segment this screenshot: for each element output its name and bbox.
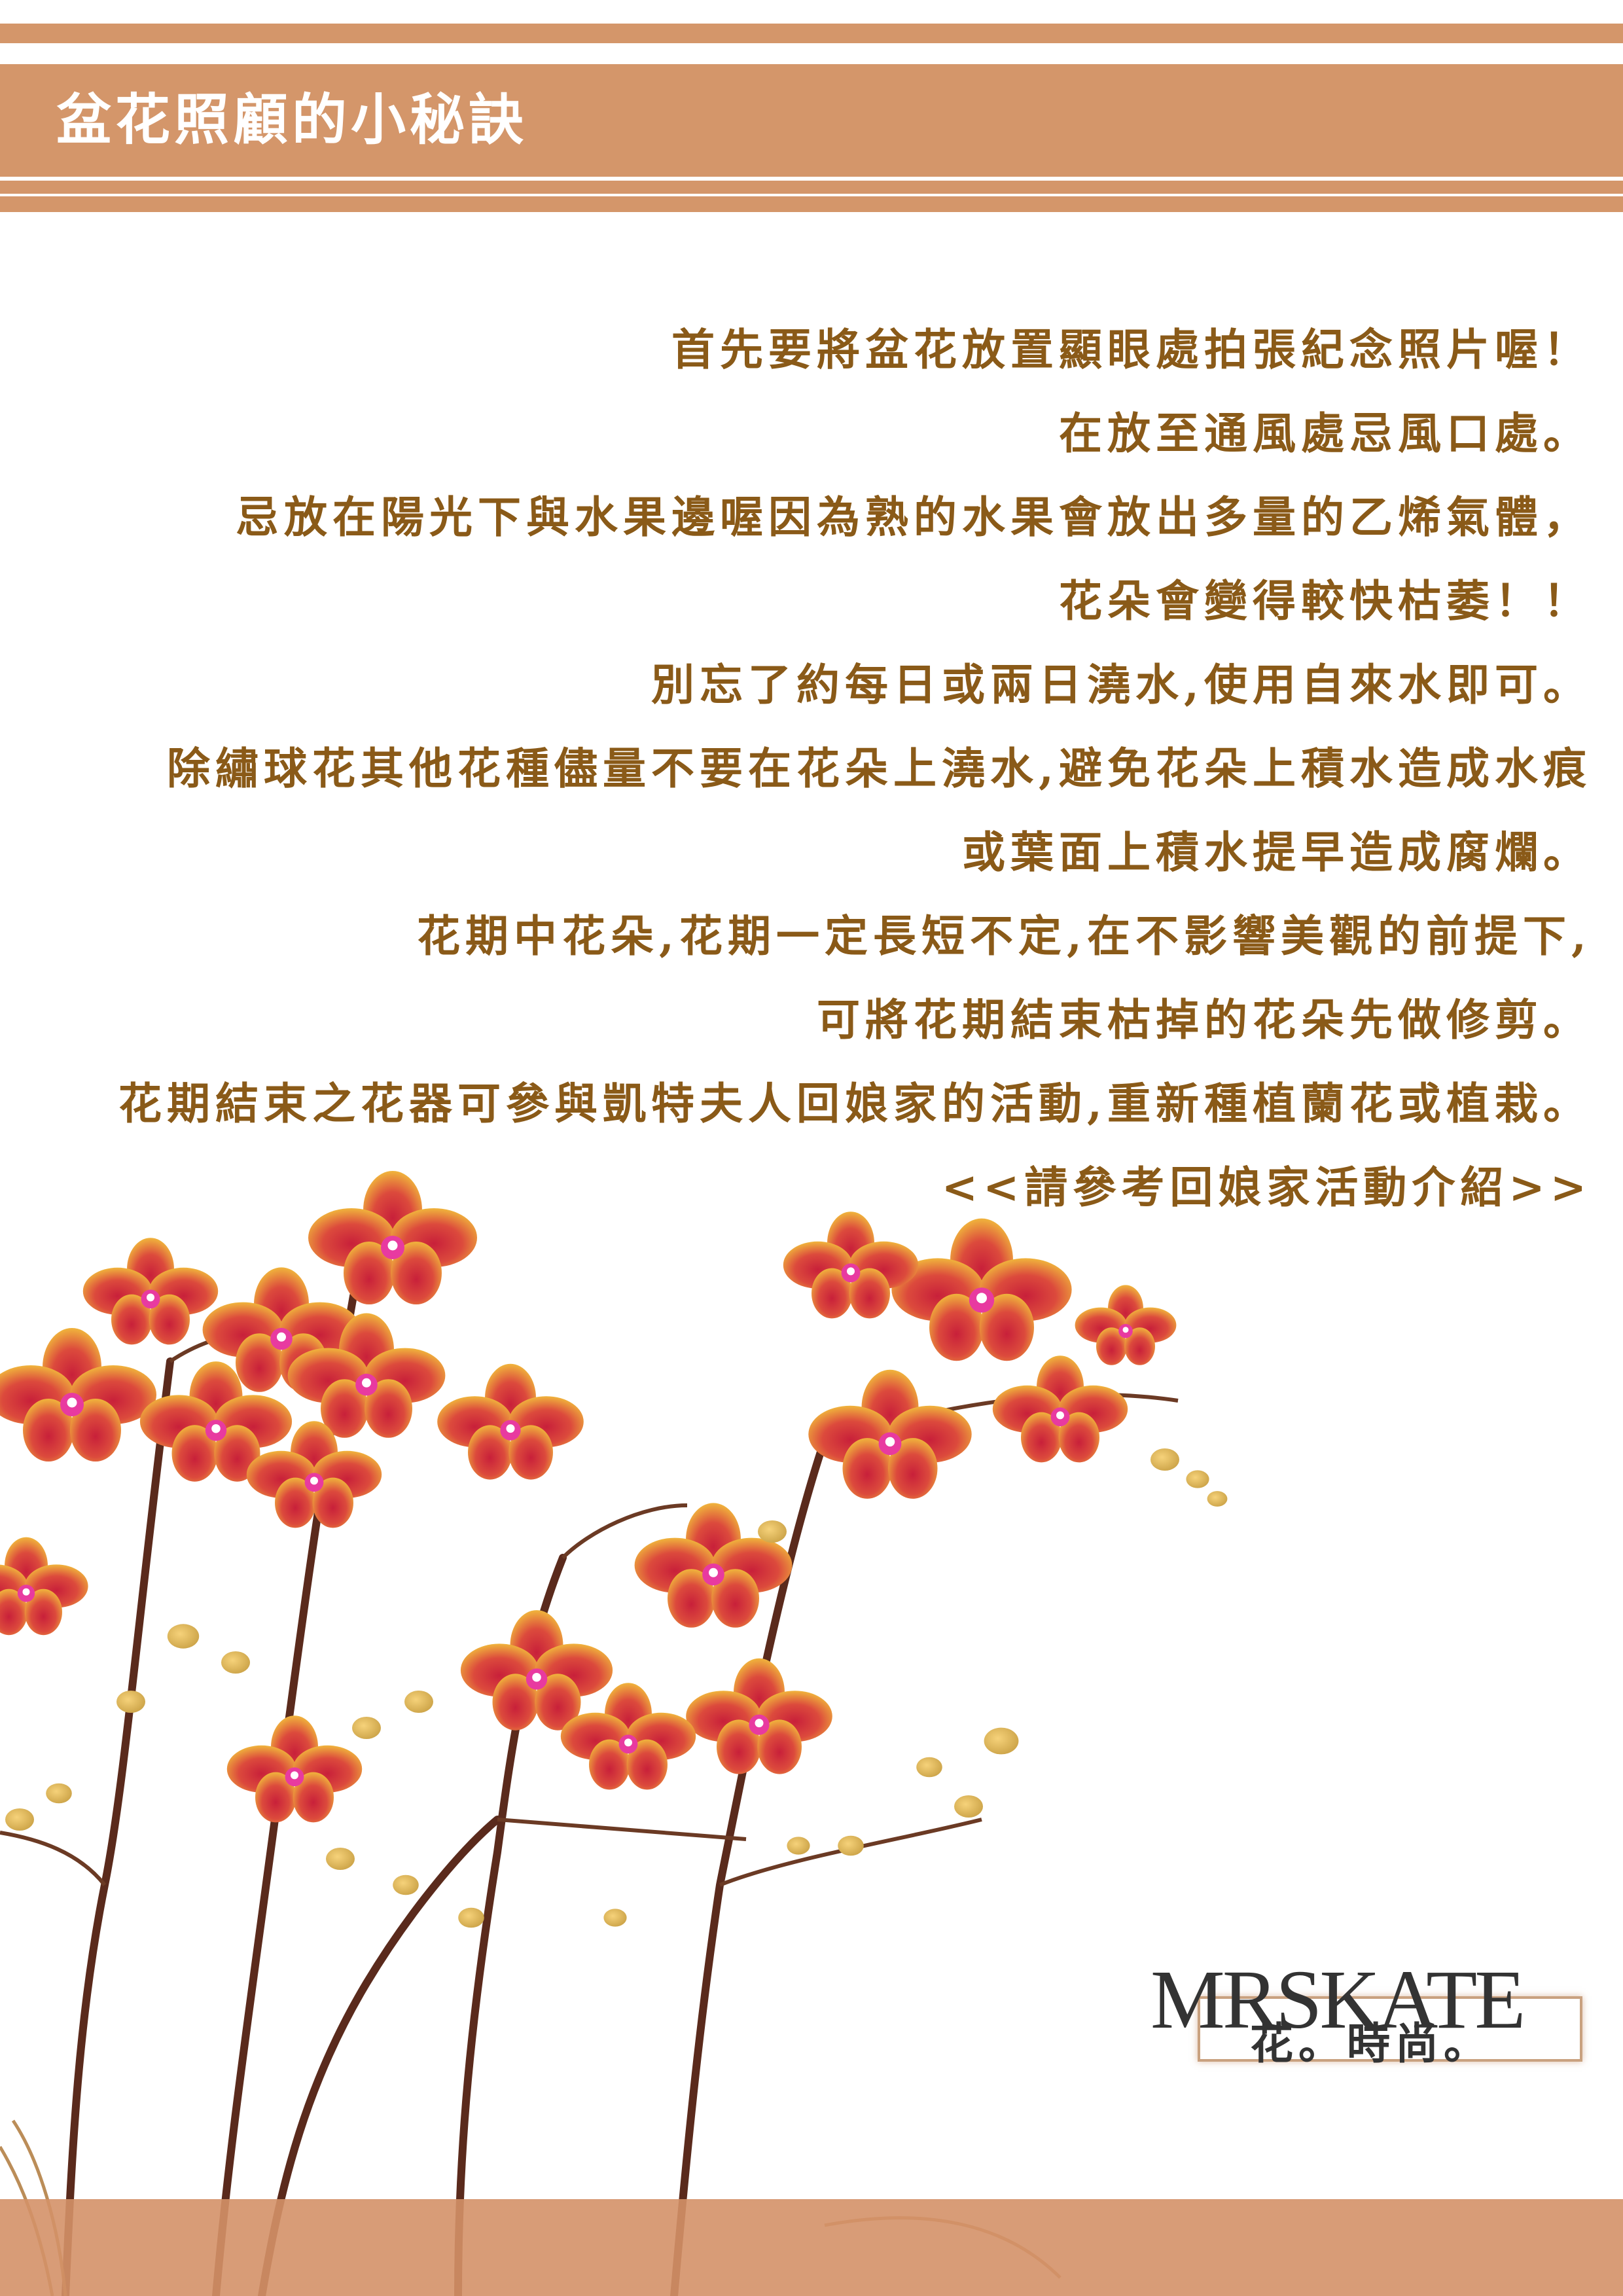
orchid-photo [0,1171,1228,2296]
tip-line: 花期中花朵,花期一定長短不定,在不影響美觀的前提下, [417,910,1592,961]
logo-frame [1198,1996,1582,2062]
footer-band [0,2199,1623,2296]
tip-line: 可將花期結束枯掉的花朵先做修剪。 [817,994,1592,1045]
reference-link[interactable]: <<請參考回娘家活動介紹>> [941,1162,1592,1213]
orchid-flowers [0,1171,1177,1823]
top-stripe [0,24,1623,43]
header-band [0,64,1623,177]
tip-line: 在放至通風處忌風口處。 [1059,408,1592,459]
tip-line: 花期結束之花器可參與凱特夫人回娘家的活動,重新種植蘭花或植栽。 [118,1078,1592,1129]
header-stripe-upper [0,181,1623,194]
tip-line: 忌放在陽光下與水果邊喔因為熟的水果會放出多量的乙烯氣體， [236,492,1592,543]
page-title: 盆花照顧的小秘訣 [56,87,528,152]
tip-line: 別忘了約每日或兩日澆水,使用自來水即可。 [651,659,1592,710]
tip-line: 或葉面上積水提早造成腐爛。 [962,827,1592,878]
header-stripe-lower [0,196,1623,212]
tip-line: 花朵會變得較快枯萎！！ [1059,575,1592,626]
tip-line: 除繡球花其他花種儘量不要在花朵上澆水,避免花朵上積水造成水痕 [167,743,1592,794]
logo-wordmark: MRSKATE [1150,1953,1525,2046]
brand-logo: MRSKATE 花。時尚。 [1145,1953,1582,2088]
care-tips: 首先要將盆花放置顯眼處拍張紀念照片喔！ 在放至通風處忌風口處。 忌放在陽光下與水… [47,308,1592,1229]
tip-line: 首先要將盆花放置顯眼處拍張紀念照片喔！ [671,324,1592,375]
logo-subtitle: 花。時尚。 [1250,2018,1492,2069]
